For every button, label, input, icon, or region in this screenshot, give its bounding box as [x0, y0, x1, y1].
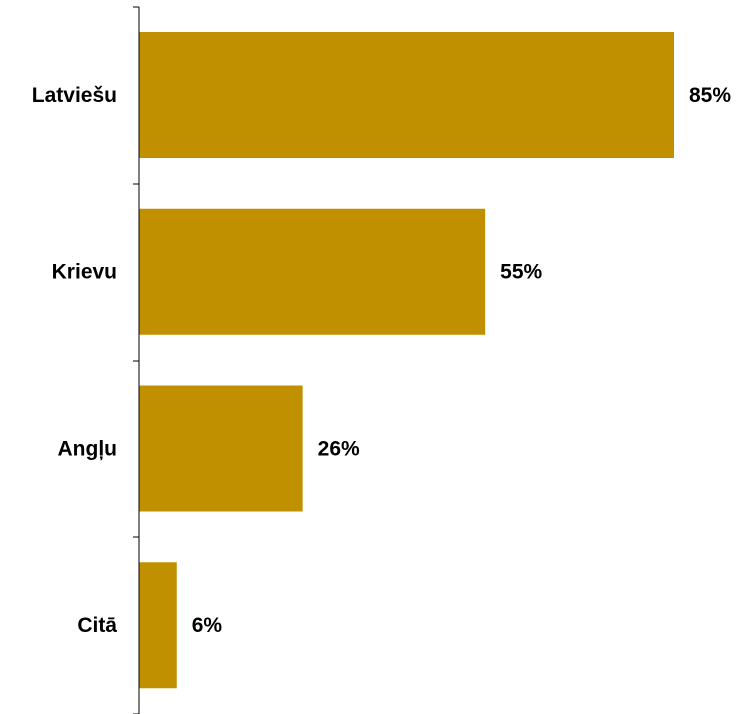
- value-label: 26%: [318, 437, 360, 460]
- category-axis: [133, 6, 140, 714]
- category-label: Latviešu: [32, 84, 117, 107]
- bar: [139, 385, 303, 512]
- bar: [139, 562, 177, 689]
- bar: [139, 32, 674, 158]
- category-label: Citā: [77, 614, 117, 637]
- category-label: Krievu: [52, 261, 117, 284]
- value-label: 6%: [192, 614, 223, 637]
- category-label: Angļu: [58, 437, 117, 460]
- bars-group: [139, 32, 674, 689]
- value-labels: 85% 55% 26% 6%: [192, 84, 732, 637]
- category-labels: Latviešu Krievu Angļu Citā: [32, 84, 118, 637]
- bar: [139, 208, 486, 335]
- value-label: 85%: [689, 84, 731, 107]
- value-label: 55%: [500, 261, 542, 284]
